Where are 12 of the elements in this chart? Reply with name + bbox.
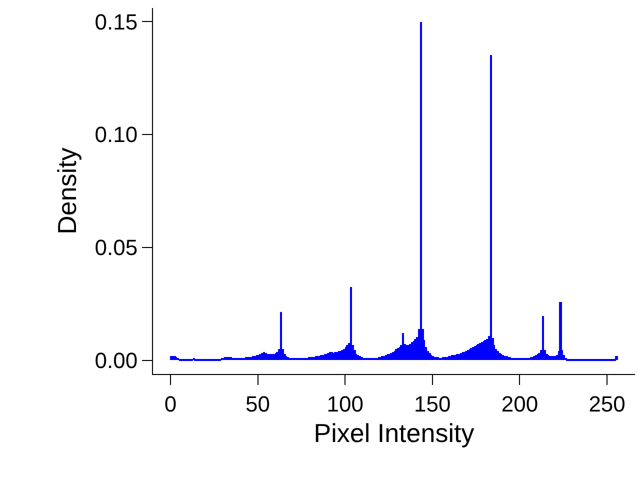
x-tick-label: 250: [588, 391, 626, 416]
x-tick-label: 200: [501, 391, 538, 416]
x-tick-label: 100: [326, 391, 364, 416]
y-tick-label: 0.05: [94, 235, 138, 260]
y-tick-label: 0.10: [94, 122, 138, 148]
y-tick-label: 0.00: [94, 348, 138, 374]
x-tick-label: 150: [414, 391, 451, 416]
x-tick-label: 50: [246, 391, 270, 416]
y-axis-title: Density: [52, 148, 82, 234]
x-tick-label: 0: [164, 391, 177, 416]
x-axis-title: Pixel Intensity: [314, 418, 474, 448]
y-tick-label: 0.15: [94, 9, 138, 34]
